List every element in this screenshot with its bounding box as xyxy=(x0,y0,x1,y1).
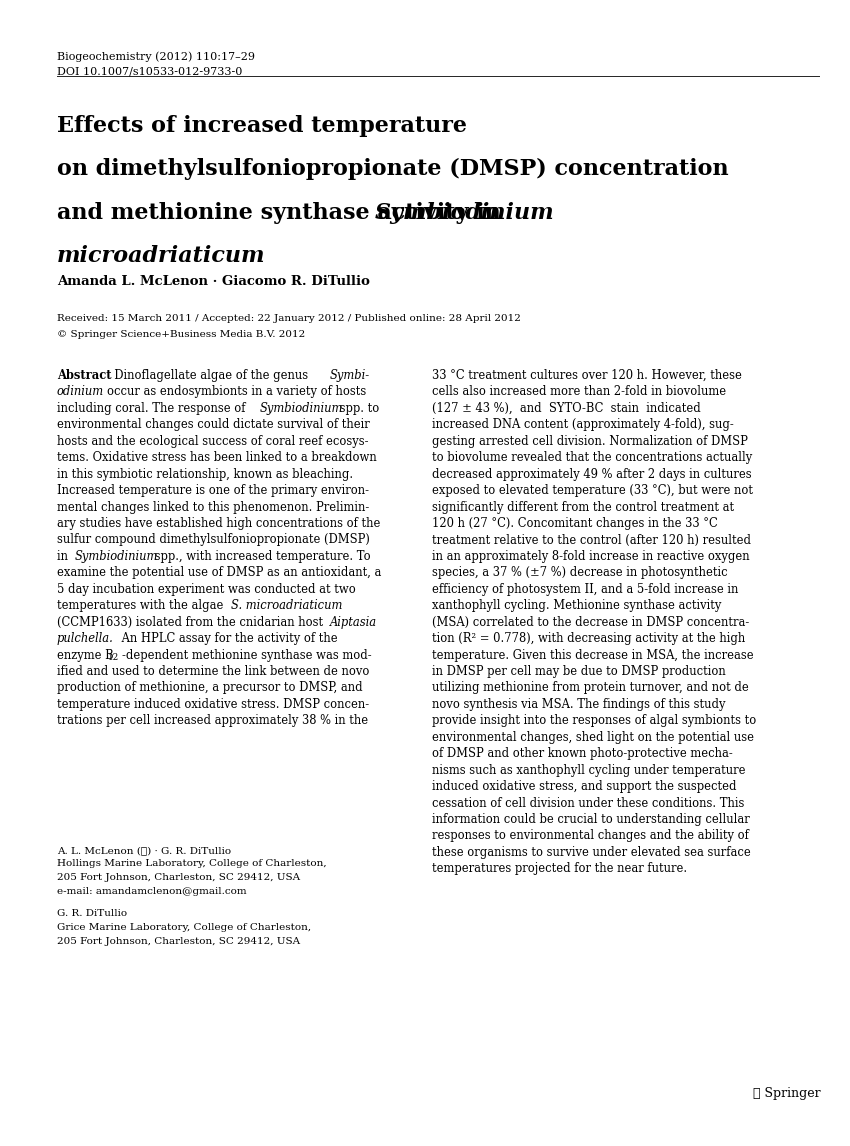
Text: 12: 12 xyxy=(108,653,119,662)
Text: Symbiodinium: Symbiodinium xyxy=(259,402,343,415)
Text: cessation of cell division under these conditions. This: cessation of cell division under these c… xyxy=(432,796,744,809)
Text: temperatures with the algae: temperatures with the algae xyxy=(57,599,227,612)
Text: temperatures projected for the near future.: temperatures projected for the near futu… xyxy=(432,862,687,876)
Text: trations per cell increased approximately 38 % in the: trations per cell increased approximatel… xyxy=(57,714,368,728)
Text: nisms such as xanthophyll cycling under temperature: nisms such as xanthophyll cycling under … xyxy=(432,763,745,777)
Text: 205 Fort Johnson, Charleston, SC 29412, USA: 205 Fort Johnson, Charleston, SC 29412, … xyxy=(57,873,300,882)
Text: temperature induced oxidative stress. DMSP concen-: temperature induced oxidative stress. DM… xyxy=(57,698,369,711)
Text: environmental changes could dictate survival of their: environmental changes could dictate surv… xyxy=(57,418,370,431)
Text: tion (R² = 0.778), with decreasing activity at the high: tion (R² = 0.778), with decreasing activ… xyxy=(432,633,745,645)
Text: 120 h (27 °C). Concomitant changes in the 33 °C: 120 h (27 °C). Concomitant changes in th… xyxy=(432,517,717,529)
Text: Amanda L. McLenon · Giacomo R. DiTullio: Amanda L. McLenon · Giacomo R. DiTullio xyxy=(57,275,370,288)
Text: microadriaticum: microadriaticum xyxy=(57,245,265,267)
Text: Symbiodinium: Symbiodinium xyxy=(75,550,158,563)
Text: enzyme B: enzyme B xyxy=(57,649,114,661)
Text: in: in xyxy=(57,550,71,563)
Text: Symbiodinium: Symbiodinium xyxy=(375,202,554,223)
Text: mental changes linked to this phenomenon. Prelimin-: mental changes linked to this phenomenon… xyxy=(57,501,369,513)
Text: of DMSP and other known photo-protective mecha-: of DMSP and other known photo-protective… xyxy=(432,747,733,760)
Text: tems. Oxidative stress has been linked to a breakdown: tems. Oxidative stress has been linked t… xyxy=(57,452,377,464)
Text: 5 day incubation experiment was conducted at two: 5 day incubation experiment was conducte… xyxy=(57,583,355,596)
Text: and methionine synthase activity in: and methionine synthase activity in xyxy=(57,202,508,223)
Text: cells also increased more than 2-fold in biovolume: cells also increased more than 2-fold in… xyxy=(432,385,726,399)
Text: decreased approximately 49 % after 2 days in cultures: decreased approximately 49 % after 2 day… xyxy=(432,468,751,480)
Text: exposed to elevated temperature (33 °C), but were not: exposed to elevated temperature (33 °C),… xyxy=(432,484,753,497)
Text: Hollings Marine Laboratory, College of Charleston,: Hollings Marine Laboratory, College of C… xyxy=(57,860,326,869)
Text: pulchella.: pulchella. xyxy=(57,633,114,645)
Text: (CCMP1633) isolated from the cnidarian host: (CCMP1633) isolated from the cnidarian h… xyxy=(57,615,326,629)
Text: occur as endosymbionts in a variety of hosts: occur as endosymbionts in a variety of h… xyxy=(107,385,366,399)
Text: utilizing methionine from protein turnover, and not de: utilizing methionine from protein turnov… xyxy=(432,682,749,694)
Text: significantly different from the control treatment at: significantly different from the control… xyxy=(432,501,734,513)
Text: ary studies have established high concentrations of the: ary studies have established high concen… xyxy=(57,517,380,529)
Text: Increased temperature is one of the primary environ-: Increased temperature is one of the prim… xyxy=(57,484,369,497)
Text: environmental changes, shed light on the potential use: environmental changes, shed light on the… xyxy=(432,731,754,744)
Text: treatment relative to the control (after 120 h) resulted: treatment relative to the control (after… xyxy=(432,533,751,547)
Text: Received: 15 March 2011 / Accepted: 22 January 2012 / Published online: 28 April: Received: 15 March 2011 / Accepted: 22 J… xyxy=(57,314,521,323)
Text: on dimethylsulfoniopropionate (DMSP) concentration: on dimethylsulfoniopropionate (DMSP) con… xyxy=(57,158,728,180)
Text: efficiency of photosystem II, and a 5-fold increase in: efficiency of photosystem II, and a 5-fo… xyxy=(432,583,738,596)
Text: to biovolume revealed that the concentrations actually: to biovolume revealed that the concentra… xyxy=(432,452,752,464)
Text: (MSA) correlated to the decrease in DMSP concentra-: (MSA) correlated to the decrease in DMSP… xyxy=(432,615,749,629)
Text: sulfur compound dimethylsulfoniopropionate (DMSP): sulfur compound dimethylsulfoniopropiona… xyxy=(57,533,370,547)
Text: temperature. Given this decrease in MSA, the increase: temperature. Given this decrease in MSA,… xyxy=(432,649,753,661)
Text: Grice Marine Laboratory, College of Charleston,: Grice Marine Laboratory, College of Char… xyxy=(57,923,311,932)
Text: e-mail: amandamclenon@gmail.com: e-mail: amandamclenon@gmail.com xyxy=(57,887,246,896)
Text: in DMSP per cell may be due to DMSP production: in DMSP per cell may be due to DMSP prod… xyxy=(432,665,726,678)
Text: examine the potential use of DMSP as an antioxidant, a: examine the potential use of DMSP as an … xyxy=(57,566,382,580)
Text: information could be crucial to understanding cellular: information could be crucial to understa… xyxy=(432,813,750,826)
Text: S. microadriaticum: S. microadriaticum xyxy=(231,599,343,612)
Text: Effects of increased temperature: Effects of increased temperature xyxy=(57,115,467,136)
Text: An HPLC assay for the activity of the: An HPLC assay for the activity of the xyxy=(118,633,337,645)
Text: Symbi-: Symbi- xyxy=(330,369,370,382)
Text: G. R. DiTullio: G. R. DiTullio xyxy=(57,909,128,918)
Text: responses to environmental changes and the ability of: responses to environmental changes and t… xyxy=(432,830,749,842)
Text: © Springer Science+Business Media B.V. 2012: © Springer Science+Business Media B.V. 2… xyxy=(57,330,305,339)
Text: spp. to: spp. to xyxy=(336,402,379,415)
Text: Abstract: Abstract xyxy=(57,369,111,382)
Text: ified and used to determine the link between de novo: ified and used to determine the link bet… xyxy=(57,665,369,678)
Text: increased DNA content (approximately 4-fold), sug-: increased DNA content (approximately 4-f… xyxy=(432,418,734,431)
Text: 205 Fort Johnson, Charleston, SC 29412, USA: 205 Fort Johnson, Charleston, SC 29412, … xyxy=(57,936,300,945)
Text: (127 ± 43 %),  and  SYTO-BC  stain  indicated: (127 ± 43 %), and SYTO-BC stain indicate… xyxy=(432,402,700,415)
Text: A. L. McLenon (✉) · G. R. DiTullio: A. L. McLenon (✉) · G. R. DiTullio xyxy=(57,846,231,855)
Text: gesting arrested cell division. Normalization of DMSP: gesting arrested cell division. Normaliz… xyxy=(432,434,748,448)
Text: species, a 37 % (±7 %) decrease in photosynthetic: species, a 37 % (±7 %) decrease in photo… xyxy=(432,566,728,580)
Text: Biogeochemistry (2012) 110:17–29: Biogeochemistry (2012) 110:17–29 xyxy=(57,52,255,62)
Text: in an approximately 8-fold increase in reactive oxygen: in an approximately 8-fold increase in r… xyxy=(432,550,750,563)
Text: -dependent methionine synthase was mod-: -dependent methionine synthase was mod- xyxy=(122,649,371,661)
Text: Aiptasia: Aiptasia xyxy=(330,615,377,629)
Text: odinium: odinium xyxy=(57,385,104,399)
Text: spp., with increased temperature. To: spp., with increased temperature. To xyxy=(151,550,371,563)
Text: 33 °C treatment cultures over 120 h. However, these: 33 °C treatment cultures over 120 h. How… xyxy=(432,369,742,382)
Text: novo synthesis via MSA. The findings of this study: novo synthesis via MSA. The findings of … xyxy=(432,698,725,711)
Text: Dinoflagellate algae of the genus: Dinoflagellate algae of the genus xyxy=(107,369,312,382)
Text: Ⓢ Springer: Ⓢ Springer xyxy=(752,1088,820,1100)
Text: xanthophyll cycling. Methionine synthase activity: xanthophyll cycling. Methionine synthase… xyxy=(432,599,721,612)
Text: provide insight into the responses of algal symbionts to: provide insight into the responses of al… xyxy=(432,714,756,728)
Text: including coral. The response of: including coral. The response of xyxy=(57,402,249,415)
Text: these organisms to survive under elevated sea surface: these organisms to survive under elevate… xyxy=(432,846,751,858)
Text: in this symbiotic relationship, known as bleaching.: in this symbiotic relationship, known as… xyxy=(57,468,353,480)
Text: induced oxidative stress, and support the suspected: induced oxidative stress, and support th… xyxy=(432,780,736,793)
Text: production of methionine, a precursor to DMSP, and: production of methionine, a precursor to… xyxy=(57,682,363,694)
Text: hosts and the ecological success of coral reef ecosys-: hosts and the ecological success of cora… xyxy=(57,434,368,448)
Text: DOI 10.1007/s10533-012-9733-0: DOI 10.1007/s10533-012-9733-0 xyxy=(57,66,242,77)
